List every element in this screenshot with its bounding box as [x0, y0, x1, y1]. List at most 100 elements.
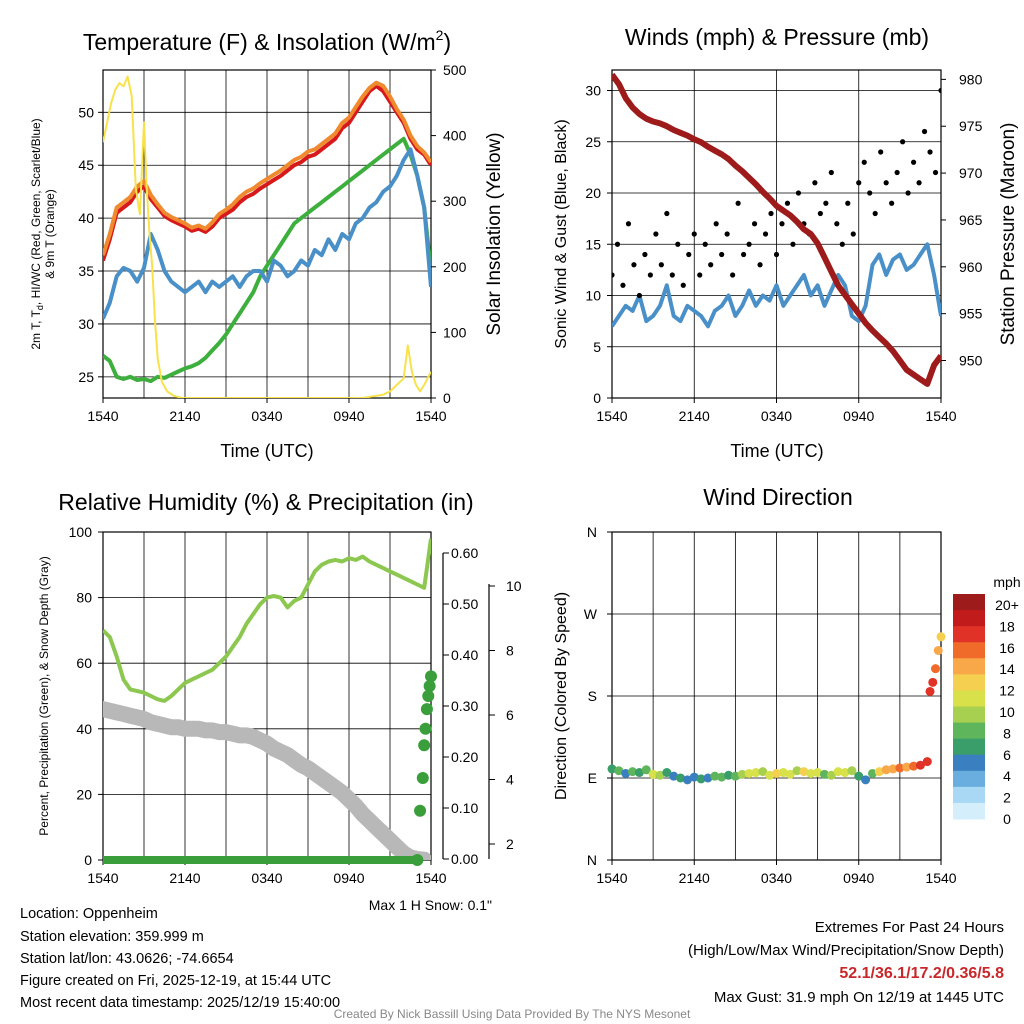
- gust-point: [751, 221, 758, 227]
- gust-point: [867, 190, 873, 196]
- x-tick-label: 0340: [251, 408, 282, 424]
- precip-tick-label: 0.50: [451, 596, 478, 612]
- y-tick-label: 0: [84, 852, 92, 868]
- y-tick-label: 15: [585, 236, 601, 252]
- direction-point: [792, 766, 802, 776]
- direction-point: [703, 773, 713, 783]
- snow-tick-label: 6: [506, 707, 514, 723]
- direction-point: [682, 775, 692, 785]
- precip-point: [416, 772, 429, 784]
- direction-point: [669, 771, 679, 781]
- direction-point: [778, 768, 788, 778]
- x-tick-label: 1540: [596, 408, 627, 424]
- gust-point: [669, 272, 675, 278]
- precip-point: [418, 739, 431, 752]
- gust-point: [905, 190, 911, 196]
- direction-point: [928, 677, 938, 687]
- x-tick-label: 2140: [679, 870, 710, 886]
- direction-tick-label: N: [587, 524, 597, 540]
- y-right-axis-label: Solar Insolation (Yellow): [484, 132, 505, 335]
- gust-point: [719, 251, 725, 258]
- gust-point: [932, 169, 939, 176]
- gust-point: [938, 87, 941, 94]
- direction-point: [888, 764, 898, 774]
- y-right-tick-label: 975: [959, 118, 983, 134]
- direction-point: [634, 768, 644, 778]
- precip-tick-label: 0.20: [451, 749, 478, 765]
- direction-point: [806, 768, 816, 778]
- y-axis-label-line2: & 9m T (Orange): [43, 189, 57, 279]
- precip-point: [425, 670, 437, 683]
- gust-point: [762, 231, 769, 237]
- gust-point: [614, 241, 621, 247]
- gust-point: [675, 241, 681, 247]
- gust-point: [741, 251, 747, 258]
- gust-point: [708, 262, 714, 268]
- direction-point: [881, 765, 891, 775]
- direction-point: [737, 769, 747, 779]
- y-right-tick-label: 500: [443, 62, 467, 78]
- direction-point: [854, 771, 864, 781]
- y-tick-label: 35: [78, 263, 94, 279]
- x-tick-label: 2140: [169, 870, 200, 886]
- latlon-text: Station lat/lon: 43.0626; -74.6654: [20, 951, 234, 967]
- direction-point: [717, 772, 727, 782]
- direction-tick-label: N: [587, 852, 597, 868]
- gust-point: [658, 262, 664, 268]
- y-right-tick-label: 100: [443, 324, 467, 340]
- figure-created-text: Figure created on Fri, 2025-12-19, at 15…: [20, 973, 332, 989]
- gust-point: [910, 159, 917, 165]
- gust-point: [878, 149, 884, 155]
- gust-point: [724, 231, 730, 237]
- direction-point: [662, 768, 672, 778]
- gust-point: [746, 241, 752, 247]
- colorbar-segment: [953, 770, 985, 788]
- direction-point: [909, 761, 919, 771]
- colorbar-segment: [953, 642, 985, 659]
- colorbar-segment: [953, 706, 985, 724]
- gust-point: [823, 200, 829, 206]
- x-tick-label: 0940: [843, 870, 874, 886]
- x-tick-label: 1540: [87, 870, 118, 886]
- gust-point: [664, 210, 670, 217]
- gust-point: [636, 292, 643, 299]
- direction-point: [607, 764, 617, 774]
- x-tick-label: 1540: [925, 870, 956, 886]
- gust-point: [889, 200, 895, 206]
- y-right-tick-label: 970: [959, 165, 983, 181]
- gust-point: [702, 241, 708, 247]
- precip-tick-label: 0.10: [451, 800, 478, 816]
- y-right-tick-label: 300: [443, 193, 467, 209]
- y-tick-label: 30: [78, 316, 94, 332]
- colorbar-title: mph: [993, 574, 1020, 590]
- gust-point: [850, 231, 856, 237]
- max-snow-note: Max 1 H Snow: 0.1": [369, 897, 492, 913]
- chart-title: Winds (mph) & Pressure (mb): [625, 24, 929, 50]
- colorbar-segment: [953, 610, 985, 627]
- direction-point: [861, 775, 871, 785]
- x-tick-label: 0940: [333, 408, 364, 424]
- precip-point: [420, 703, 433, 716]
- x-tick-label: 1540: [596, 870, 627, 886]
- gust-point: [872, 210, 878, 217]
- colorbar-label: 6: [1003, 747, 1011, 763]
- y-tick-label: 20: [76, 786, 92, 802]
- gust-point: [691, 231, 697, 237]
- y-axis-label: Sonic Wind & Gust (Blue, Black): [553, 119, 570, 348]
- precip-point: [423, 680, 436, 693]
- gust-point: [768, 210, 774, 217]
- y-tick-label: 100: [69, 524, 93, 540]
- direction-point: [641, 765, 651, 775]
- direction-point: [922, 757, 932, 767]
- precip-point: [419, 722, 432, 735]
- chart-title: Wind Direction: [703, 484, 853, 510]
- direction-point: [765, 770, 775, 780]
- title-end: ): [443, 29, 451, 55]
- chart-title: Relative Humidity (%) & Precipitation (i…: [58, 489, 473, 515]
- y-axis-label: Percent, Precipitation (Green), & Snow D…: [37, 556, 51, 835]
- series-relative-humidity: [103, 538, 431, 703]
- colorbar-label: 18: [999, 618, 1015, 634]
- y-axis-label: 2m T, Td, HI/WC (Red, Green, Scarlet/Blu…: [29, 118, 45, 349]
- y-tick-label: 80: [76, 590, 92, 606]
- direction-point: [902, 762, 912, 772]
